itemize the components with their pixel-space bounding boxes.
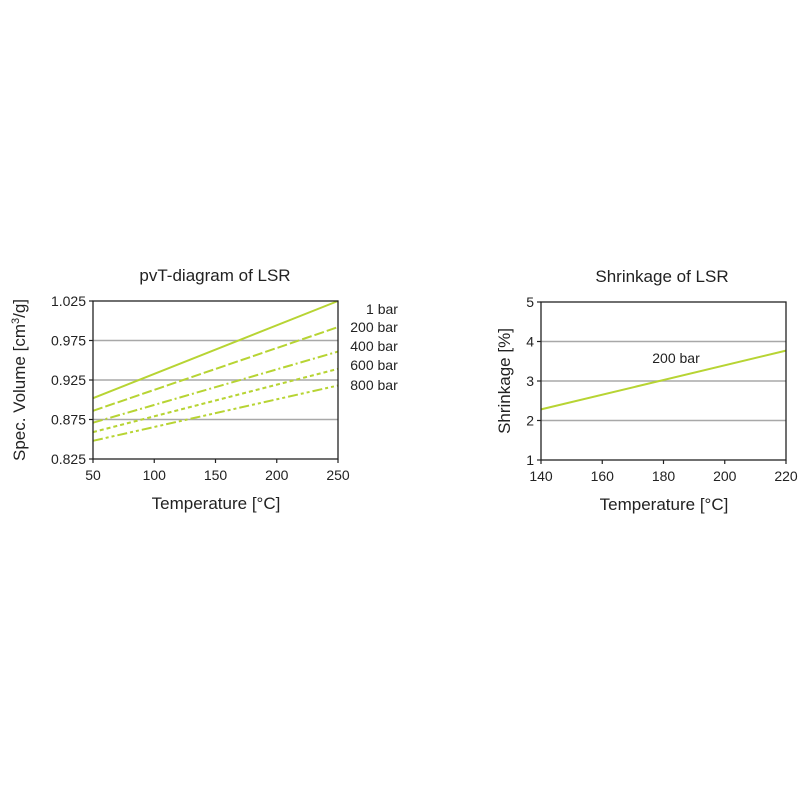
- pvt-y-tick-label: 0.875: [51, 412, 86, 428]
- shrinkage-x-tick-label: 220: [774, 468, 798, 484]
- pvt-series-label: 400 bar: [350, 338, 398, 354]
- pvt-series-line: [92, 350, 339, 424]
- shrinkage-y-tick-label: 3: [526, 373, 534, 389]
- pvt-series-line: [92, 384, 339, 442]
- shrinkage-y-tick-label: 2: [526, 413, 534, 429]
- shrinkage-y-axis-label: Shrinkage [%]: [495, 328, 514, 434]
- shrinkage-x-tick-label: 160: [591, 468, 615, 484]
- shrinkage-y-tick-label: 4: [526, 334, 534, 350]
- shrinkage-x-axis-label: Temperature [°C]: [600, 495, 729, 514]
- pvt-series-label: 800 bar: [350, 377, 398, 393]
- shrinkage-y-tick-label: 1: [526, 452, 534, 468]
- shrinkage-x-tick-label: 200: [713, 468, 737, 484]
- pvt-chart: pvT-diagram of LSR 50 100 150 200 250 0.825 0…: [10, 266, 398, 513]
- pvt-series-line: [92, 326, 339, 412]
- pvt-x-tick-label: 100: [143, 467, 167, 483]
- pvt-y-axis-label: Spec. Volume [cm3/g]: [10, 299, 29, 461]
- pvt-chart-title: pvT-diagram of LSR: [139, 266, 290, 285]
- pvt-series-label: 200 bar: [350, 319, 398, 335]
- pvt-x-tick-label: 200: [265, 467, 289, 483]
- shrinkage-chart: Shrinkage of LSR 140 160 180 200 220 1 2 3 4 5 2…: [495, 267, 798, 514]
- shrinkage-series-line: [540, 349, 787, 411]
- pvt-y-tick-label: 0.825: [51, 451, 86, 467]
- shrinkage-chart-title: Shrinkage of LSR: [595, 267, 728, 286]
- pvt-series-line: [92, 300, 339, 400]
- shrinkage-series-label: 200 bar: [652, 350, 700, 366]
- pvt-x-tick-label: 150: [204, 467, 228, 483]
- pvt-series-label: 600 bar: [350, 357, 398, 373]
- pvt-y-tick-label: 1.025: [51, 293, 86, 309]
- pvt-series-label: 1 bar: [366, 301, 398, 317]
- pvt-x-tick-label: 250: [326, 467, 350, 483]
- pvt-x-tick-label: 50: [85, 467, 101, 483]
- shrinkage-x-tick-label: 180: [652, 468, 676, 484]
- pvt-y-tick-label: 0.925: [51, 372, 86, 388]
- shrinkage-x-tick-label: 140: [529, 468, 553, 484]
- shrinkage-y-tick-label: 5: [526, 294, 534, 310]
- pvt-series-line: [92, 367, 339, 434]
- pvt-x-axis-label: Temperature [°C]: [152, 494, 281, 513]
- pvt-y-tick-label: 0.975: [51, 333, 86, 349]
